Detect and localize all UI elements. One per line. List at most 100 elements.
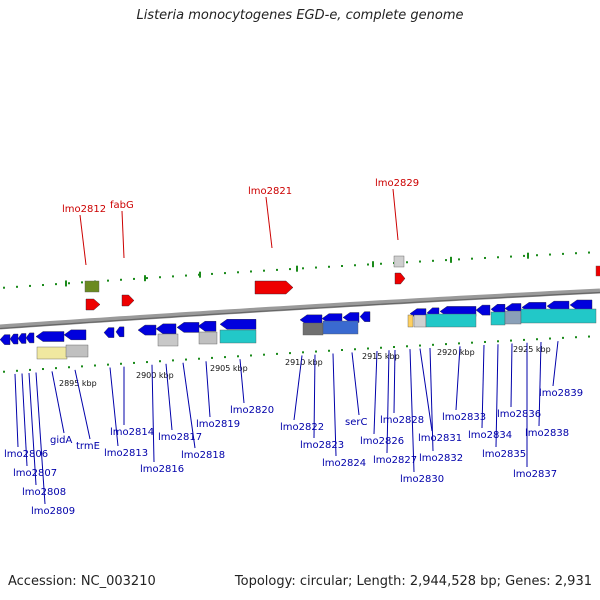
leader-line-bottom xyxy=(182,362,196,449)
gene-label-bottom: lmo2827 xyxy=(373,455,417,466)
gene-arrow-lmo2821 xyxy=(254,280,294,295)
leader-line-bottom xyxy=(151,364,155,463)
leader-line-bottom xyxy=(373,350,378,435)
gene-arrow-reverse xyxy=(9,333,19,345)
gene-arrow-reverse xyxy=(17,333,27,344)
genome-backbone-shadow xyxy=(0,291,600,330)
leader-line-bottom xyxy=(205,361,211,418)
leader-line-bottom xyxy=(386,350,390,454)
gene-label-bottom: lmo2824 xyxy=(322,458,366,469)
genome-title: Listeria monocytogenes EGD-e, complete g… xyxy=(136,8,464,23)
gene-arrow-reverse xyxy=(115,326,125,338)
gene-label-top: lmo2812 xyxy=(62,204,106,215)
feature-block-grey xyxy=(413,314,427,328)
leader-line-bottom xyxy=(409,349,415,473)
feature-block-dark xyxy=(302,322,324,336)
gene-label-bottom: gidA xyxy=(50,435,72,446)
gene-label-bottom: lmo2809 xyxy=(31,506,75,517)
gene-label-bottom: lmo2834 xyxy=(468,430,512,441)
gene-label-bottom: lmo2835 xyxy=(482,449,526,460)
gene-arrow-fabG xyxy=(121,294,135,307)
leader-line-bottom xyxy=(419,348,433,432)
gene-arrow-reverse xyxy=(475,304,491,316)
gene-arrow-reverse xyxy=(35,331,65,342)
leader-line-bottom xyxy=(351,352,360,416)
gene-label-bottom: lmo2818 xyxy=(181,450,225,461)
feature-block-olive xyxy=(84,280,100,293)
gene-arrow-reverse xyxy=(103,327,115,338)
leader-line-top xyxy=(265,196,273,249)
gene-label-bottom: lmo2823 xyxy=(300,440,344,451)
feature-block-slate xyxy=(504,310,522,325)
gene-label-bottom: lmo2814 xyxy=(110,427,154,438)
genome-summary-text: Topology: circular; Length: 2,944,528 bp… xyxy=(234,574,592,589)
gene-label-bottom: lmo2831 xyxy=(418,433,462,444)
gene-label-bottom: lmo2838 xyxy=(525,428,569,439)
gene-arrow-reverse xyxy=(176,322,200,333)
gene-arrow-reverse xyxy=(342,312,360,323)
gene-label-bottom: lmo2820 xyxy=(230,405,274,416)
leader-line-bottom xyxy=(538,341,542,427)
leader-line-bottom xyxy=(35,372,46,505)
leader-line-bottom xyxy=(429,347,434,452)
accession-text: Accession: NC_003210 xyxy=(8,574,156,589)
gene-label-bottom: lmo2830 xyxy=(400,474,444,485)
leader-line-top xyxy=(121,210,125,259)
feature-block-yellow xyxy=(36,346,68,360)
genome-backbone xyxy=(0,288,600,330)
gene-arrow-reverse xyxy=(155,323,177,335)
leader-line-bottom xyxy=(28,372,37,486)
feature-block-grey xyxy=(157,333,179,347)
feature-block-blue xyxy=(322,320,359,335)
leader-line-bottom xyxy=(14,373,19,448)
gene-label-top: lmo2829 xyxy=(375,178,419,189)
leader-line-bottom xyxy=(455,346,461,411)
gene-arrow-reverse xyxy=(359,311,371,322)
leader-line-bottom xyxy=(393,349,396,414)
gene-label-bottom: lmo2836 xyxy=(497,409,541,420)
gene-label-bottom: lmo2833 xyxy=(442,412,486,423)
feature-block-cyan xyxy=(219,329,257,344)
leader-line-bottom xyxy=(313,354,316,439)
gene-label-bottom: lmo2828 xyxy=(380,415,424,426)
leader-line-bottom xyxy=(510,343,513,408)
gene-label-bottom: lmo2826 xyxy=(360,436,404,447)
gene-label-bottom: lmo2817 xyxy=(158,432,202,443)
feature-block-grey xyxy=(393,255,405,268)
scale-label-kbp: 2920 kbp xyxy=(437,348,475,357)
scale-label-kbp: 2925 kbp xyxy=(513,345,551,354)
scale-label-kbp: 2900 kbp xyxy=(136,371,174,380)
gene-label-bottom: lmo2837 xyxy=(513,469,557,480)
feature-block-cyan xyxy=(520,308,597,324)
gene-label-top: lmo2821 xyxy=(248,186,292,197)
gene-label-top: fabG xyxy=(110,200,134,211)
gene-label-bottom: lmo2813 xyxy=(104,448,148,459)
leader-line-bottom xyxy=(239,359,245,404)
gene-arrow-reverse xyxy=(25,332,35,344)
gene-label-bottom: lmo2839 xyxy=(539,388,583,399)
gene-arrow-reverse xyxy=(137,324,157,336)
leader-line-bottom xyxy=(165,363,173,431)
leader-line-bottom xyxy=(495,344,499,448)
scale-label-kbp: 2915 kbp xyxy=(362,352,400,361)
gene-label-bottom: lmo2822 xyxy=(280,422,324,433)
gene-label-bottom: trmE xyxy=(76,441,100,452)
gene-label-bottom: lmo2832 xyxy=(419,453,463,464)
gene-arrow-reverse xyxy=(197,321,217,332)
leader-line-bottom xyxy=(552,341,559,387)
leader-line-bottom xyxy=(481,345,485,429)
scale-label-kbp: 2910 kbp xyxy=(285,358,323,367)
gene-block-right-edge xyxy=(595,265,600,277)
scale-label-kbp: 2905 kbp xyxy=(210,364,248,373)
leader-line-bottom xyxy=(293,355,303,421)
gene-label-bottom: lmo2816 xyxy=(140,464,184,475)
gene-arrow-reverse xyxy=(0,334,11,345)
gene-arrow-reverse xyxy=(219,319,257,330)
leader-line-top xyxy=(79,214,87,266)
feature-block-cyan xyxy=(490,311,506,326)
gene-arrow-reverse xyxy=(63,329,87,341)
leader-line-bottom xyxy=(21,373,28,467)
gene-arrow-lmo2812 xyxy=(85,298,101,311)
leader-line-bottom xyxy=(332,353,337,457)
